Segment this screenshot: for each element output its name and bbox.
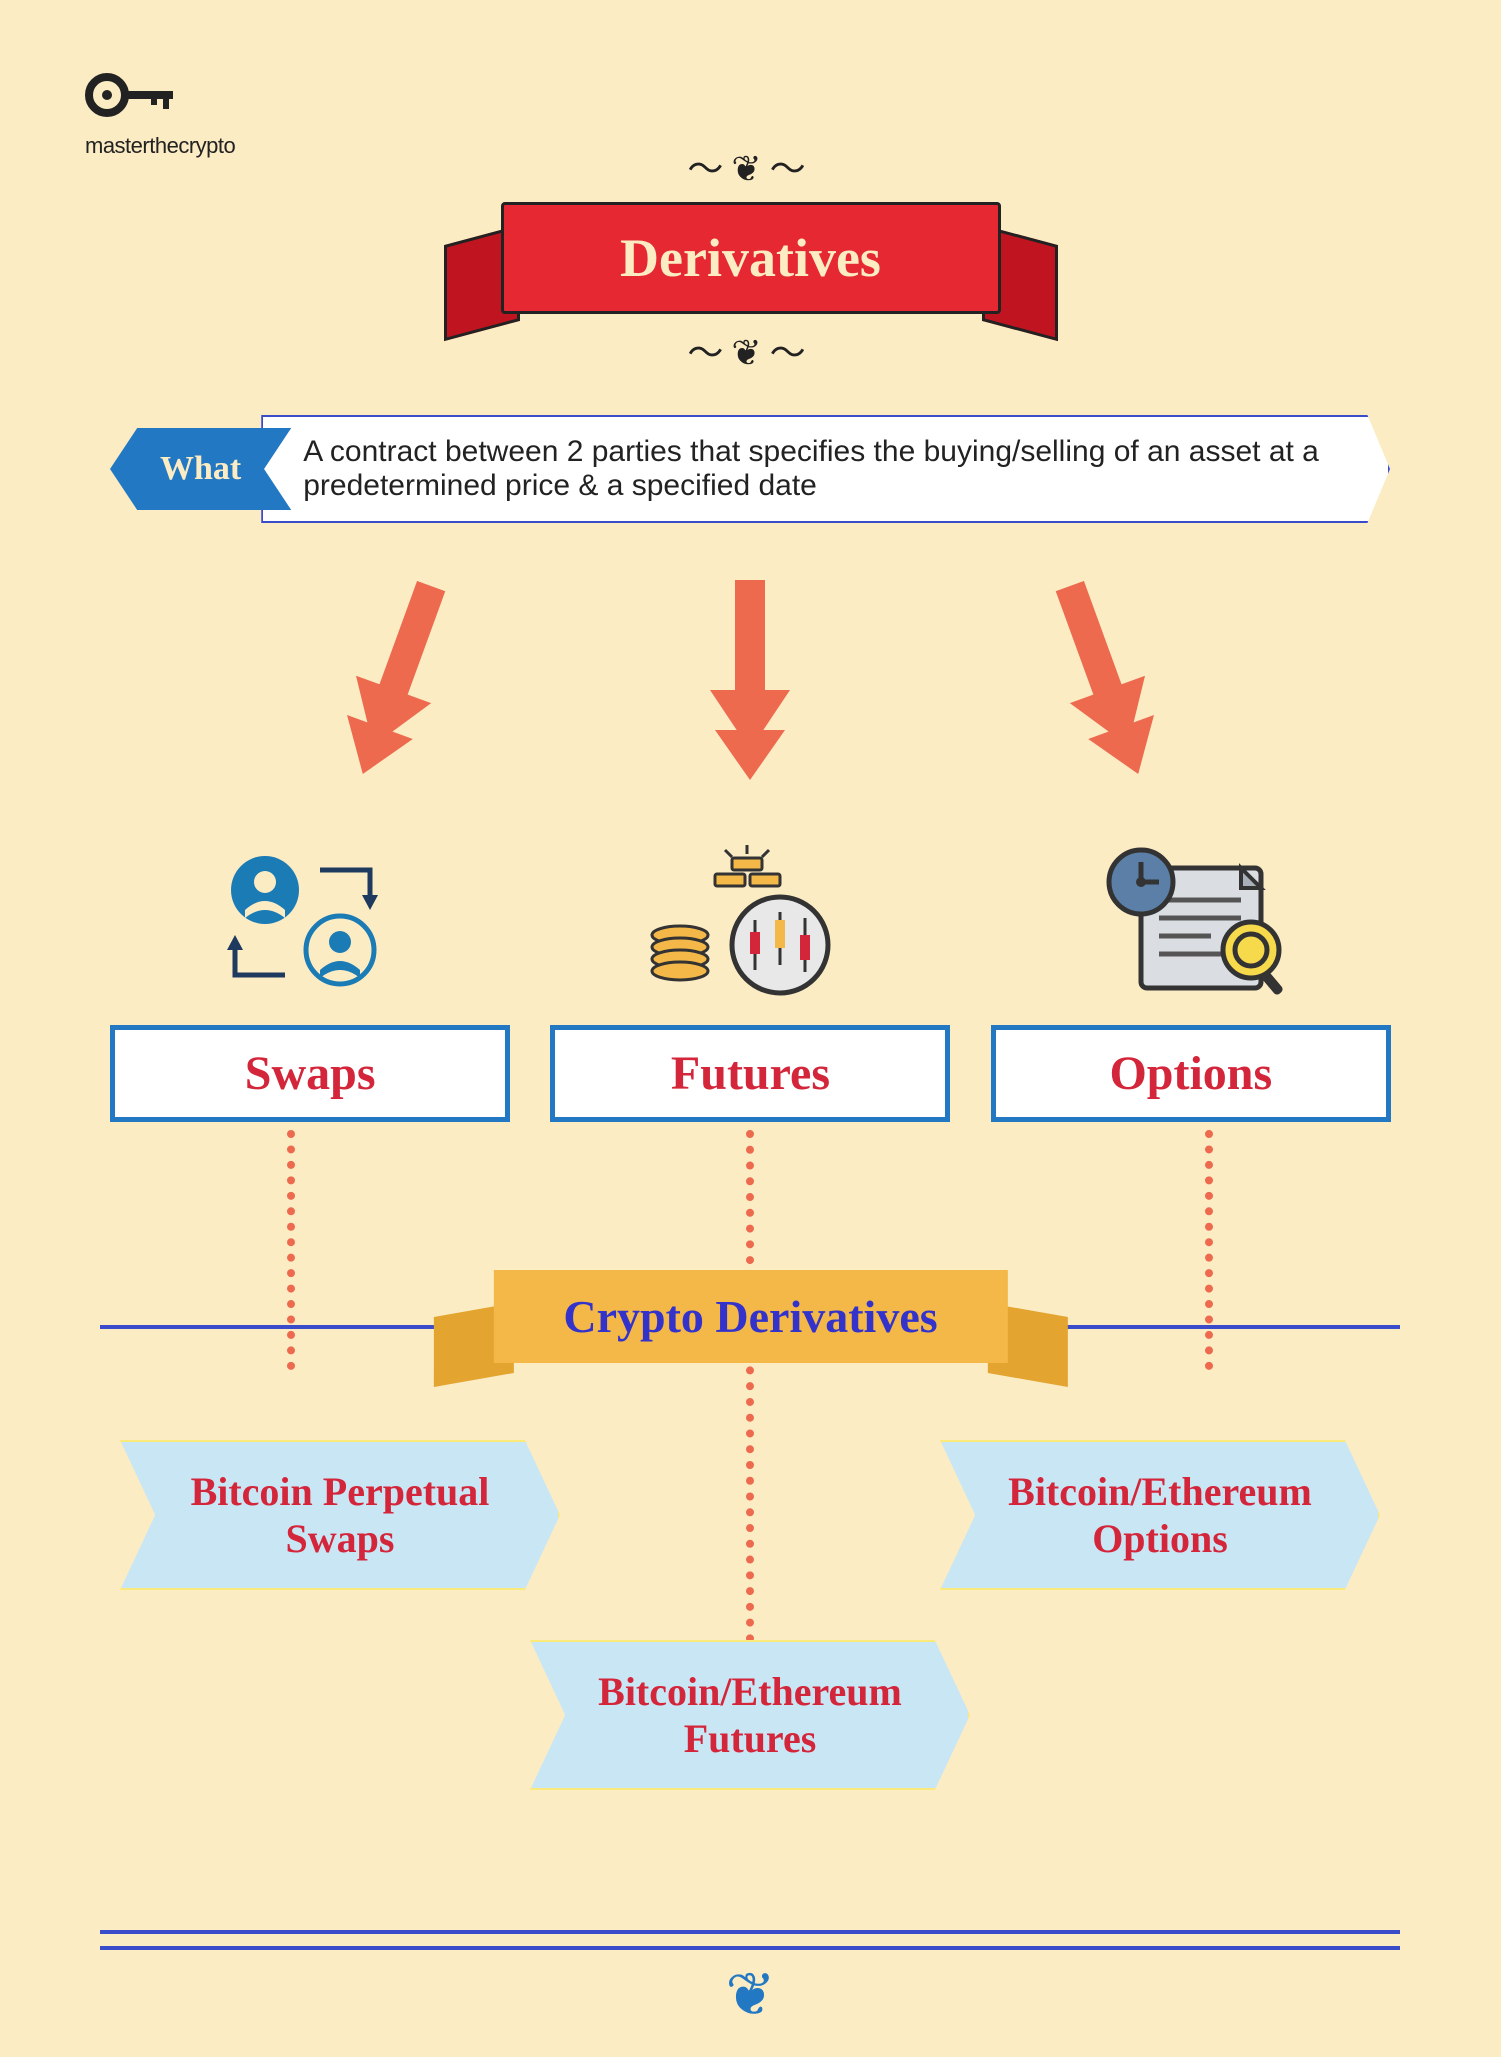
- what-label: What: [110, 428, 291, 510]
- type-label: Swaps: [110, 1025, 510, 1122]
- crypto-derivatives-banner: Crypto Derivatives: [493, 1270, 1007, 1363]
- definition-row: What A contract between 2 parties that s…: [110, 415, 1390, 523]
- page-title: Derivatives: [620, 228, 881, 288]
- type-options: Options: [991, 830, 1391, 1122]
- flourish-icon: ❦: [725, 1960, 775, 2030]
- divider-line: [100, 1946, 1400, 1950]
- title-ribbon: Derivatives: [501, 202, 1001, 314]
- crypto-banner-text: Crypto Derivatives: [493, 1270, 1007, 1363]
- dotted-connector: [287, 1130, 295, 1370]
- brand-logo: masterthecrypto: [85, 70, 235, 159]
- type-label: Futures: [550, 1025, 950, 1122]
- futures-icon: [550, 830, 950, 1010]
- dotted-connector: [1205, 1130, 1213, 1370]
- arrow-down-icon: [1023, 569, 1185, 791]
- type-swaps: Swaps: [110, 830, 510, 1122]
- divider-line: [100, 1930, 1400, 1934]
- brand-text: masterthecrypto: [85, 133, 235, 159]
- types-row: Swaps Futures: [0, 830, 1501, 1122]
- swap-icon: [110, 830, 510, 1010]
- key-icon: [85, 70, 185, 120]
- example-options: Bitcoin/Ethereum Options: [940, 1440, 1380, 1590]
- type-label: Options: [991, 1025, 1391, 1122]
- dotted-connector: [746, 1130, 754, 1690]
- example-futures: Bitcoin/Ethereum Futures: [530, 1640, 970, 1790]
- title-banner: 〜❦〜 Derivatives 〜❦〜: [431, 140, 1071, 376]
- flourish-icon: 〜❦〜: [431, 140, 1071, 192]
- flourish-icon: 〜❦〜: [431, 324, 1071, 376]
- example-swaps: Bitcoin Perpetual Swaps: [120, 1440, 560, 1590]
- type-futures: Futures: [550, 830, 950, 1122]
- arrows-row: [0, 580, 1501, 780]
- options-icon: [991, 830, 1391, 1010]
- arrow-down-icon: [700, 580, 800, 780]
- definition-text: A contract between 2 parties that specif…: [261, 415, 1390, 523]
- arrow-down-icon: [316, 569, 478, 791]
